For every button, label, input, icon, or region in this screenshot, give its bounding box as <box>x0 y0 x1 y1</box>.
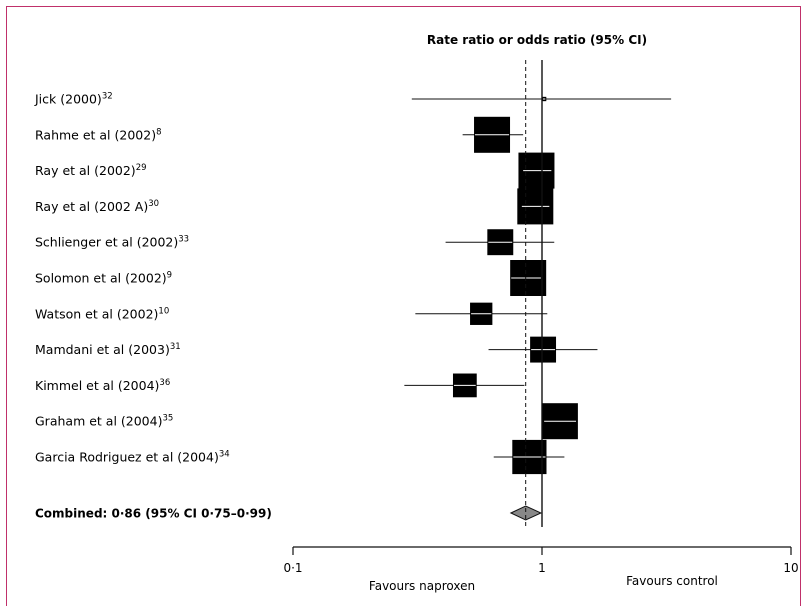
study-label: Rahme et al (2002)8 <box>35 127 162 142</box>
study-row: Garcia Rodriguez et al (2004)34 <box>35 439 565 475</box>
favours-left-label: Favours naproxen <box>369 579 475 593</box>
x-tick-label: 1 <box>538 561 546 575</box>
study-reference: 30 <box>148 199 159 209</box>
study-reference: 29 <box>136 163 147 173</box>
x-tick-label: 0·1 <box>283 561 302 575</box>
study-label: Jick (2000)32 <box>34 92 113 107</box>
study-row: Solomon et al (2002)9 <box>35 260 547 296</box>
study-row: Graham et al (2004)35 <box>35 403 578 440</box>
favours-right-label: Favours control <box>626 574 718 588</box>
study-row: Kimmel et al (2004)36 <box>35 373 525 398</box>
combined-label: Combined: 0·86 (95% CI 0·75–0·99) <box>35 507 272 521</box>
study-label: Ray et al (2002 A)30 <box>35 199 159 214</box>
study-reference: 31 <box>170 342 181 352</box>
study-name: Jick (2000) <box>34 92 102 107</box>
study-row: Ray et al (2002 A)30 <box>35 188 554 225</box>
study-reference: 8 <box>156 127 161 137</box>
study-reference: 32 <box>102 92 113 102</box>
study-name: Garcia Rodriguez et al (2004) <box>35 450 219 465</box>
study-rows: Jick (2000)32 Rahme et al (2002)8 Ray et a… <box>34 92 672 521</box>
study-name: Schlienger et al (2002) <box>35 235 178 250</box>
study-name: Kimmel et al (2004) <box>35 378 159 393</box>
study-label: Graham et al (2004)35 <box>35 414 173 429</box>
combined-row: Combined: 0·86 (95% CI 0·75–0·99) <box>35 505 543 521</box>
x-tick-label: 10 <box>783 561 798 575</box>
study-name: Solomon et al (2002) <box>35 271 167 286</box>
study-label: Ray et al (2002)29 <box>35 163 147 178</box>
study-reference: 34 <box>219 450 230 460</box>
study-name: Rahme et al (2002) <box>35 127 156 142</box>
study-name: Graham et al (2004) <box>35 414 162 429</box>
study-reference: 9 <box>167 271 172 281</box>
study-label: Mamdani et al (2003)31 <box>35 342 181 357</box>
study-row: Watson et al (2002)10 <box>35 302 548 325</box>
study-label: Solomon et al (2002)9 <box>35 271 172 286</box>
study-row: Mamdani et al (2003)31 <box>35 336 598 363</box>
combined-diamond <box>509 505 543 521</box>
study-row: Jick (2000)32 <box>34 92 672 107</box>
study-name: Ray et al (2002 A) <box>35 199 148 214</box>
study-row: Schlienger et al (2002)33 <box>35 229 555 256</box>
study-reference: 33 <box>178 235 189 245</box>
study-label: Kimmel et al (2004)36 <box>35 378 170 393</box>
study-name: Mamdani et al (2003) <box>35 342 170 357</box>
reference-lines <box>525 60 543 527</box>
study-label: Garcia Rodriguez et al (2004)34 <box>35 450 230 465</box>
study-row: Ray et al (2002)29 <box>35 152 555 189</box>
study-name: Ray et al (2002) <box>35 163 136 178</box>
study-row: Rahme et al (2002)8 <box>35 116 524 153</box>
study-name: Watson et al (2002) <box>35 306 158 321</box>
x-axis: 0·1 1 10 Favours naproxen Favours control <box>283 546 799 593</box>
study-label: Schlienger et al (2002)33 <box>35 235 189 250</box>
study-reference: 36 <box>159 378 170 388</box>
study-label: Watson et al (2002)10 <box>35 306 169 321</box>
figure-frame <box>6 6 801 606</box>
chart-title: Rate ratio or odds ratio (95% CI) <box>427 33 647 47</box>
study-reference: 10 <box>158 306 169 316</box>
study-reference: 35 <box>162 414 173 424</box>
